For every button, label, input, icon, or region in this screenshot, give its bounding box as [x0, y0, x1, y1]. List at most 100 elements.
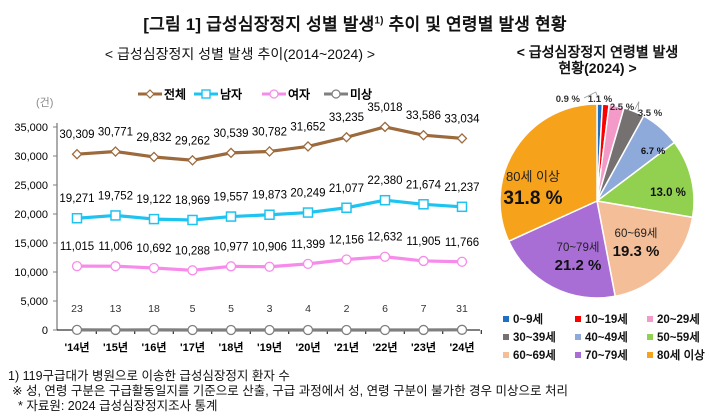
data-label: 29,262 — [175, 135, 210, 147]
data-label: 10,906 — [252, 242, 287, 254]
figure-title-suffix: 추이 및 연령별 발생 현황 — [383, 15, 567, 34]
data-point — [187, 214, 198, 226]
data-label: 19,557 — [213, 192, 248, 204]
data-point — [418, 199, 429, 210]
data-label: 21,237 — [444, 182, 479, 194]
x-tick-label: '23년 — [411, 340, 436, 354]
x-tick-label: '21년 — [334, 340, 359, 354]
legend-swatch — [575, 352, 581, 358]
y-tick-label: 10,000 — [14, 267, 48, 279]
legend-swatch — [647, 352, 653, 358]
legend-label: 80세 이상 — [657, 350, 705, 362]
data-label: 23 — [71, 303, 83, 315]
pie-label: 1.1 % — [588, 94, 613, 105]
data-label: 13 — [110, 303, 122, 315]
data-label: 11,905 — [406, 236, 440, 248]
x-tick-label: '24년 — [450, 340, 475, 354]
data-label: 29,832 — [136, 132, 171, 144]
data-point — [110, 324, 121, 336]
leader-line — [583, 91, 601, 103]
pie-title-line1: < 급성심장정지 연령별 발생 — [516, 44, 679, 60]
line-legend: 전체 남자 여자 미상 — [138, 87, 372, 102]
data-label: 11,006 — [98, 241, 132, 253]
data-point — [456, 256, 468, 267]
legend-label: 70~79세 — [585, 350, 628, 362]
data-point — [187, 154, 198, 166]
legend-label: 전체 — [164, 87, 186, 102]
pie-slice-name: 60~69세 — [615, 227, 658, 240]
line-chart-title: < 급성심장정지 성별 발생 추이(2014~2024) > — [104, 46, 376, 62]
data-point — [418, 129, 429, 141]
data-point — [418, 255, 429, 267]
y-axis-unit: (건) — [36, 96, 53, 109]
data-point — [379, 194, 391, 206]
y-tick-label: 5,000 — [20, 296, 48, 308]
footnote-marker: 1) — [374, 15, 384, 27]
data-label: 19,752 — [98, 190, 133, 202]
data-label: 10,692 — [136, 243, 171, 255]
leader-line — [634, 101, 640, 113]
legend-item-전체: 전체 — [138, 87, 186, 102]
x-tick-label: '22년 — [373, 340, 398, 354]
data-label: 5 — [190, 303, 196, 315]
legend-label: 10~19세 — [585, 314, 628, 326]
legend-marker-circle — [269, 89, 279, 99]
data-point — [379, 251, 391, 262]
series-여자: 11,015 11,006 10,692 10,288 10,977 10,906 11,3… — [60, 232, 479, 276]
pie-labels: 0.9 % 1.1 %2.5 %3.5 % 6.7 % 13.0 % 60~69세 19.… — [503, 91, 686, 274]
y-tick-label: 20,000 — [14, 209, 48, 221]
pie-legend-item: 40~49세 — [575, 329, 628, 345]
y-tick-label: 30,000 — [14, 151, 48, 163]
legend-marker-circle — [331, 89, 341, 99]
legend-marker-square — [201, 89, 211, 99]
data-label: 19,271 — [59, 193, 94, 205]
pie-slice-8 — [499, 103, 598, 243]
data-label: 10,288 — [175, 245, 210, 257]
data-point — [456, 324, 468, 335]
pie-slice-value: 19.3 % — [613, 243, 660, 260]
pie-slices — [499, 103, 695, 299]
data-label: 10,977 — [213, 241, 248, 253]
data-label: 2 — [344, 303, 350, 315]
legend-label: 30~39세 — [513, 332, 556, 344]
legend-label: 여자 — [288, 87, 310, 102]
series-미상: 23 13 18 5 5 3 4 2 6 7 31 — [71, 303, 468, 336]
pie-chart: 0.9 % 1.1 %2.5 %3.5 % 6.7 % 13.0 % 60~69세 19.… — [499, 91, 695, 299]
data-point — [302, 324, 314, 336]
data-point — [71, 212, 83, 224]
pie-legend-item: 50~59세 — [647, 329, 700, 345]
data-point — [418, 324, 429, 336]
data-label: 19,122 — [136, 194, 171, 206]
data-label: 11,766 — [445, 237, 479, 249]
legend-label: 0~9세 — [513, 314, 544, 326]
legend-item-남자: 남자 — [194, 87, 242, 102]
figure-title-text: [그림 1] 급성심장정지 성별 발생 — [143, 15, 375, 34]
data-label: 21,674 — [406, 179, 442, 191]
data-point — [264, 146, 275, 157]
data-label: 12,632 — [367, 232, 402, 244]
footnotes: 1) 119구급대가 병원으로 이송한 급성심장정지 환자 수 ※ 성, 연령 … — [8, 369, 568, 414]
data-label: 6 — [382, 303, 388, 315]
legend-swatch — [647, 334, 653, 340]
data-point — [110, 146, 121, 157]
pie-slice-name: 80세 이상 — [506, 169, 560, 184]
data-label: 3 — [267, 303, 273, 315]
data-point — [110, 210, 121, 221]
x-tick-label: '16년 — [142, 340, 167, 354]
data-label: 30,782 — [252, 126, 287, 138]
legend-swatch — [575, 334, 581, 340]
data-point — [341, 202, 352, 214]
legend-swatch — [575, 316, 581, 322]
pie-label: 3.5 % — [638, 108, 663, 119]
footnote-note: ※ 성, 연령 구분은 구급활동일지를 기준으로 산출, 구급 과정에서 성, … — [12, 384, 568, 398]
data-label: 35,018 — [367, 102, 402, 114]
data-label: 31,652 — [290, 121, 325, 133]
legend-swatch — [503, 334, 509, 340]
legend-label: 60~69세 — [513, 350, 556, 362]
data-label: 19,873 — [252, 190, 287, 202]
data-point — [148, 151, 160, 163]
data-label: 33,034 — [444, 113, 480, 125]
pie-slice-value: 13.0 % — [650, 187, 686, 199]
data-label: 30,771 — [98, 127, 133, 139]
